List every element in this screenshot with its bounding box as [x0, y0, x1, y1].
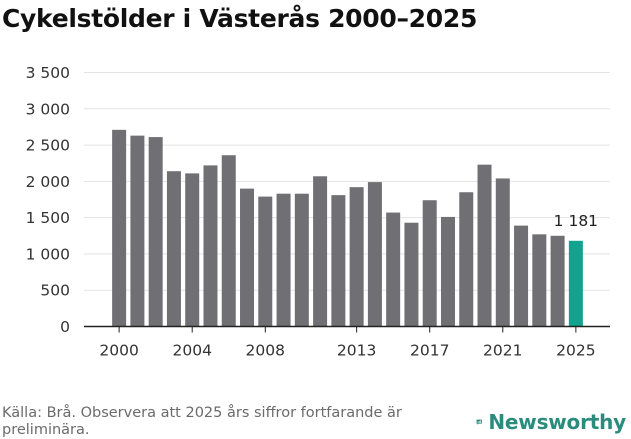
bar-2021	[495, 178, 510, 327]
x-tick-label: 2017	[410, 342, 449, 360]
y-tick-label: 3 000	[26, 100, 70, 118]
bar-2009	[276, 193, 291, 327]
data-labels: 1 181	[554, 212, 598, 230]
x-tick-label: 2000	[99, 342, 138, 360]
y-tick-label: 2 000	[26, 173, 70, 191]
x-tick-label: 2004	[172, 342, 211, 360]
bar-2001	[130, 135, 145, 327]
bar-2018	[440, 216, 455, 327]
y-tick-label: 1 500	[26, 209, 70, 227]
bar-2006	[221, 155, 236, 327]
bars	[112, 129, 583, 327]
bar-2005	[203, 165, 218, 327]
x-tick-label: 2025	[556, 342, 595, 360]
data-label-2025: 1 181	[554, 212, 598, 230]
bar-2015	[386, 212, 401, 327]
y-tick-label: 2 500	[26, 137, 70, 155]
brand-name: Newsworthy	[488, 410, 626, 434]
bar-2025	[568, 240, 583, 327]
newsworthy-logo: Newsworthy	[476, 408, 626, 436]
bar-2024	[550, 235, 565, 327]
bar-2004	[185, 173, 200, 327]
x-tick-label: 2021	[483, 342, 522, 360]
bar-2019	[459, 192, 474, 327]
bar-2011	[313, 176, 328, 327]
bar-2020	[477, 164, 492, 327]
bar-2008	[258, 196, 273, 327]
y-tick-label: 0	[60, 318, 70, 336]
bar-2017	[422, 200, 437, 327]
bar-2007	[240, 188, 255, 327]
bar-2023	[532, 234, 547, 327]
y-tick-label: 500	[40, 282, 70, 300]
source-note: Källa: Brå. Observera att 2025 års siffr…	[2, 405, 402, 438]
bar-2012	[331, 195, 346, 327]
bar-chart: 0 500 1 000 1 500 2 000 2 500 3 000 3 500 2000 20…	[26, 64, 610, 360]
y-tick-label: 1 000	[26, 245, 70, 263]
bar-2003	[166, 171, 181, 327]
bar-2022	[514, 225, 529, 327]
bar-2016	[404, 222, 419, 327]
bar-2002	[148, 137, 163, 327]
bar-2014	[367, 182, 382, 327]
chart-title: Cykelstölder i Västerås 2000–2025	[2, 4, 478, 33]
bar-2013	[349, 187, 364, 327]
gridlines	[84, 72, 610, 291]
y-tick-label: 3 500	[26, 64, 70, 82]
axes: 0 500 1 000 1 500 2 000 2 500 3 000 3 500 2000 20…	[26, 64, 610, 360]
x-tick-label: 2013	[337, 342, 376, 360]
newsworthy-logo-icon	[476, 419, 482, 425]
bar-2000	[112, 129, 127, 327]
bar-2010	[294, 193, 309, 327]
x-tick-label: 2008	[246, 342, 285, 360]
